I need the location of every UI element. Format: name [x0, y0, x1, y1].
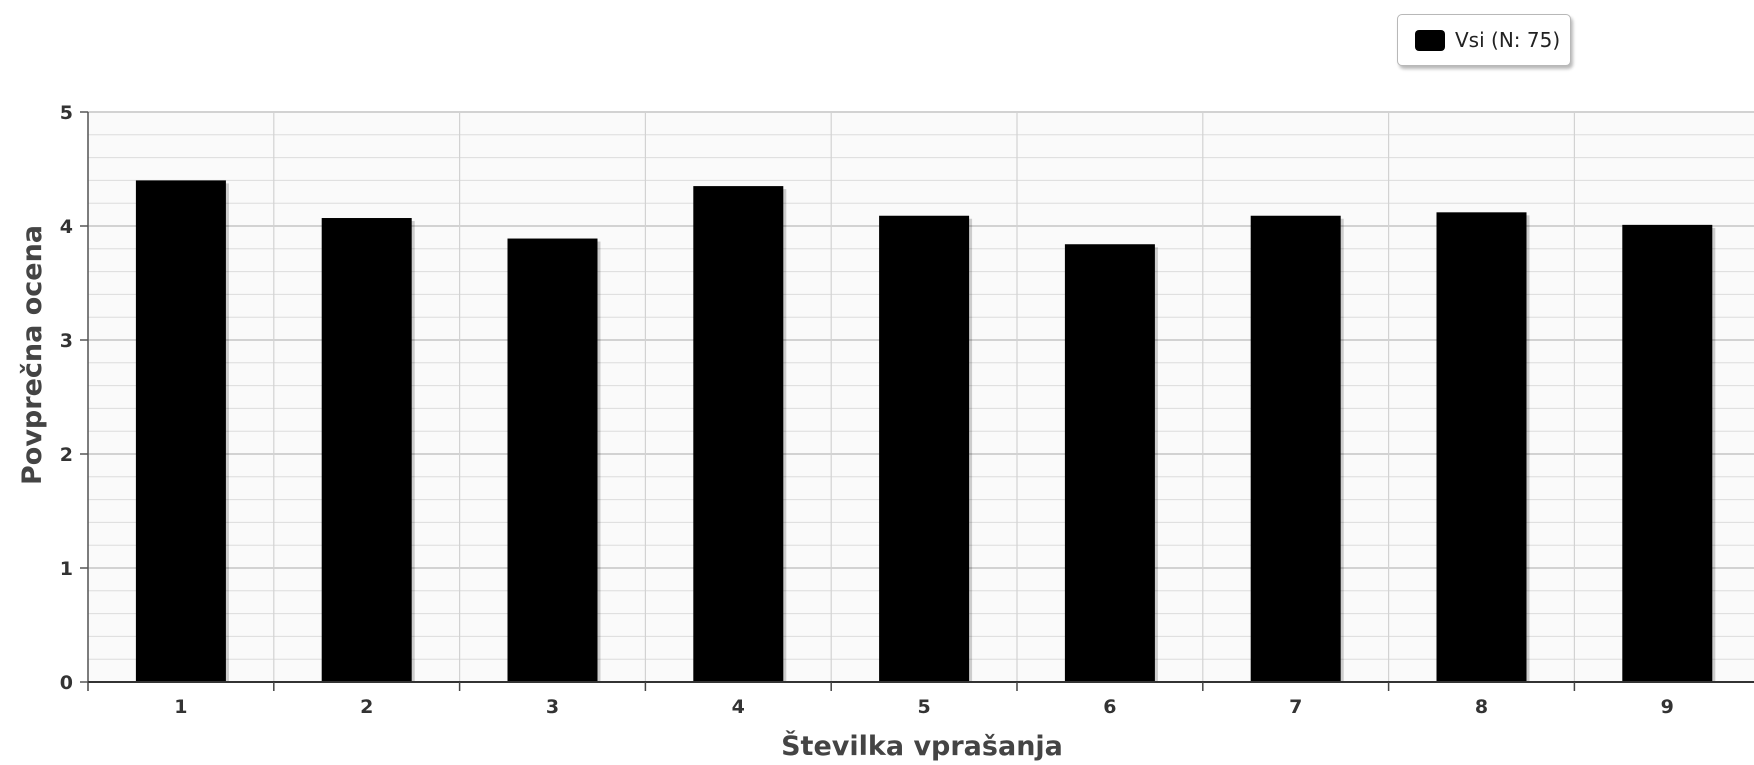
legend-swatch	[1415, 29, 1445, 51]
y-tick-label: 5	[60, 102, 73, 124]
bars	[135, 180, 1716, 683]
bar	[507, 238, 598, 683]
y-tick-label: 1	[60, 558, 73, 580]
x-tick-label: 5	[917, 696, 930, 718]
tick-labels: 0 1 2 3 4 5 1 2 3 4 5 6 7 8 9	[60, 102, 1674, 718]
y-tick-label: 2	[60, 444, 73, 466]
y-axis-label: Povprečna ocena	[17, 225, 48, 485]
x-tick-label: 4	[732, 696, 745, 718]
bar	[879, 215, 970, 683]
bar	[321, 218, 412, 682]
x-tick-label: 9	[1661, 696, 1674, 718]
x-tick-label: 3	[546, 696, 559, 718]
bar	[1436, 212, 1527, 682]
x-tick-label: 8	[1475, 696, 1488, 718]
axes	[80, 111, 1754, 691]
x-tick-label: 7	[1289, 696, 1302, 718]
bar	[135, 180, 226, 682]
bar	[1064, 244, 1155, 683]
legend-label: Vsi (N: 75)	[1455, 28, 1561, 52]
y-tick-label: 3	[60, 330, 73, 352]
x-tick-label: 2	[360, 696, 373, 718]
legend: Vsi (N: 75)	[1397, 14, 1571, 66]
y-tick-label: 4	[60, 216, 73, 238]
bar	[1622, 224, 1713, 683]
y-tick-label: 0	[60, 672, 73, 694]
x-axis-label: Številka vprašanja	[781, 730, 1063, 762]
bar	[1250, 215, 1341, 683]
x-tick-label: 6	[1103, 696, 1116, 718]
bar	[693, 186, 784, 682]
x-tick-label: 1	[174, 696, 187, 718]
